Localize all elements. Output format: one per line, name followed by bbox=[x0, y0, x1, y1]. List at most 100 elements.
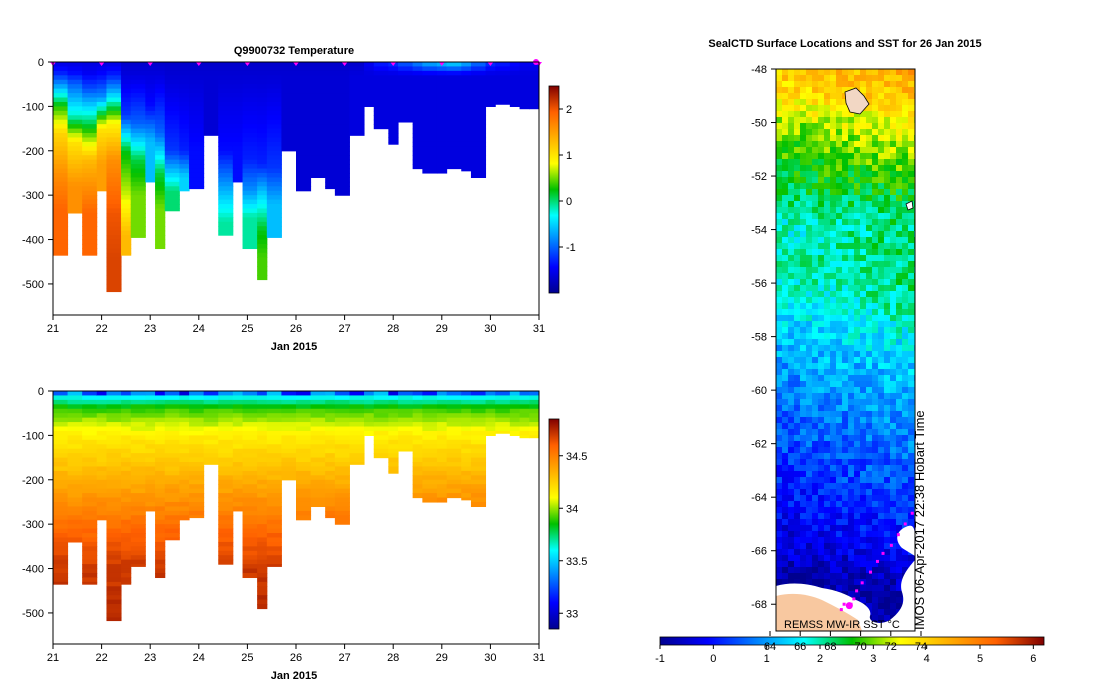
sst-cell bbox=[800, 111, 807, 118]
sst-cell bbox=[908, 471, 915, 478]
salinity-cell bbox=[189, 475, 205, 481]
seal-track-point bbox=[852, 597, 856, 601]
salinity-cell bbox=[145, 479, 156, 485]
sst-cell bbox=[776, 423, 783, 430]
temperature-cell bbox=[145, 146, 156, 152]
temperature-cell bbox=[436, 79, 448, 85]
salinity-cell bbox=[232, 475, 244, 481]
sst-cell bbox=[806, 105, 813, 112]
sst-cell bbox=[878, 567, 885, 574]
temperature-cell bbox=[461, 164, 472, 170]
temperature-cell bbox=[155, 217, 166, 223]
temperature-cell bbox=[334, 93, 350, 99]
sst-cell bbox=[812, 471, 819, 478]
sst-cell bbox=[854, 351, 861, 358]
sst-cell bbox=[866, 585, 873, 592]
sst-cell bbox=[872, 129, 879, 136]
salinity-cell bbox=[266, 475, 282, 481]
sst-cell bbox=[782, 249, 789, 256]
salinity-cell bbox=[232, 404, 244, 410]
profile-marker bbox=[487, 62, 494, 66]
sst-cell bbox=[782, 87, 789, 94]
sst-cell bbox=[830, 585, 837, 592]
sst-cell bbox=[776, 513, 783, 520]
sst-cell bbox=[896, 153, 903, 160]
temperature-cell bbox=[296, 101, 312, 107]
salinity-cell bbox=[349, 444, 365, 450]
salinity-cell bbox=[155, 417, 166, 423]
sst-cell bbox=[800, 549, 807, 556]
temperature-cell bbox=[130, 186, 146, 192]
salinity-cell bbox=[257, 399, 268, 405]
salinity-cell bbox=[155, 533, 166, 539]
salinity-cell bbox=[485, 408, 496, 414]
salinity-cell bbox=[373, 453, 389, 459]
salinity-cell bbox=[179, 391, 190, 397]
temperature-cell bbox=[179, 101, 190, 107]
temperature-cell bbox=[164, 141, 180, 147]
sst-cell bbox=[854, 531, 861, 538]
sst-cell bbox=[902, 567, 909, 574]
sst-cell bbox=[878, 249, 885, 256]
salinity-cell bbox=[422, 404, 438, 410]
temperature-cell bbox=[242, 124, 258, 130]
sst-cell bbox=[788, 495, 795, 502]
salinity-cell bbox=[232, 457, 244, 463]
temperature-cell bbox=[509, 101, 521, 107]
salinity-cell bbox=[96, 395, 107, 401]
salinity-cell bbox=[412, 457, 423, 463]
sst-cell bbox=[830, 489, 837, 496]
sst-cell bbox=[860, 165, 867, 172]
sst-cell bbox=[782, 285, 789, 292]
sst-cell bbox=[866, 567, 873, 574]
salinity-cell bbox=[242, 528, 258, 534]
temperature-cell bbox=[179, 172, 190, 179]
sst-cell bbox=[812, 441, 819, 448]
salinity-cell bbox=[145, 470, 156, 476]
temperature-cell bbox=[218, 93, 234, 99]
temperature-cell bbox=[82, 150, 98, 156]
sst-cell bbox=[866, 417, 873, 424]
salinity-cell bbox=[82, 479, 98, 485]
salinity-cell bbox=[130, 528, 146, 534]
temperature-cell bbox=[218, 172, 234, 179]
temperature-cell bbox=[257, 137, 268, 143]
salinity-cell bbox=[130, 497, 146, 503]
sst-cell bbox=[848, 279, 855, 286]
sst-cell bbox=[890, 87, 897, 94]
salinity-cell bbox=[82, 501, 98, 508]
salinity-cell bbox=[281, 453, 297, 459]
temperature-cell bbox=[266, 230, 282, 236]
salinity-cell bbox=[179, 506, 190, 512]
temperature-cell bbox=[296, 88, 312, 94]
sst-cell bbox=[800, 159, 807, 166]
salinity-cell bbox=[257, 537, 268, 543]
salinity-cell bbox=[232, 506, 244, 512]
sst-cell bbox=[788, 435, 795, 442]
temperature-cell bbox=[106, 270, 122, 276]
salinity-cell bbox=[436, 413, 448, 419]
sst-cell bbox=[782, 363, 789, 370]
salinity-cell bbox=[189, 444, 205, 450]
sst-cell bbox=[788, 465, 795, 472]
sst-cell bbox=[902, 183, 909, 190]
sst-cell bbox=[818, 231, 825, 238]
sst-cell bbox=[854, 333, 861, 340]
sst-cell bbox=[830, 237, 837, 244]
temperature-cell bbox=[232, 141, 244, 147]
salinity-cell bbox=[189, 510, 205, 516]
temperature-cell bbox=[529, 66, 539, 72]
temperature-cell bbox=[310, 172, 326, 179]
sst-cell bbox=[800, 291, 807, 298]
temperature-cell bbox=[388, 137, 399, 143]
salinity-xlabel: Jan 2015 bbox=[271, 670, 317, 682]
sst-cell bbox=[830, 69, 837, 76]
sst-cell bbox=[878, 333, 885, 340]
temperature-cell bbox=[218, 146, 234, 152]
temperature-cell bbox=[53, 230, 69, 236]
salinity-cell bbox=[461, 470, 472, 476]
temperature-cell bbox=[179, 110, 190, 116]
salinity-cell bbox=[67, 444, 83, 450]
sst-cell bbox=[866, 291, 873, 298]
salinity-cell bbox=[388, 408, 399, 414]
